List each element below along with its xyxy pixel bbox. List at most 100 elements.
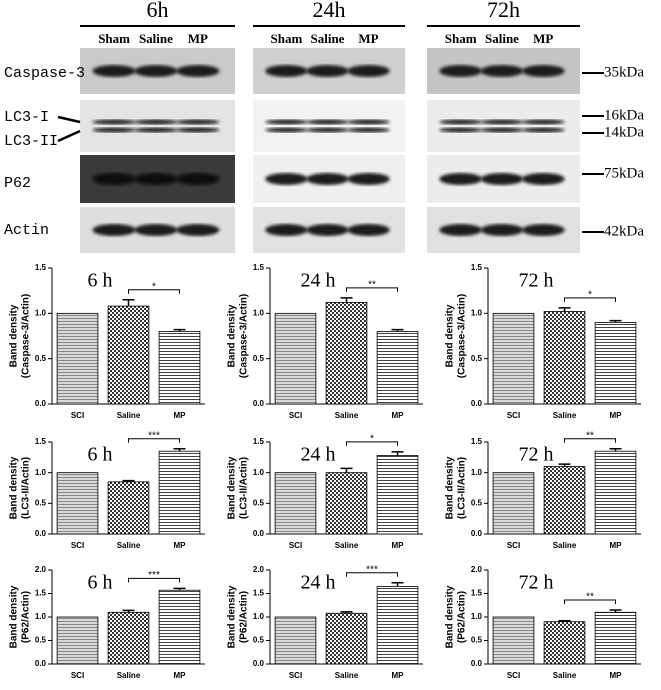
- y-tick-label: 0.0: [471, 399, 483, 408]
- y-axis-label: (Caspase-3/Actin): [239, 294, 250, 378]
- significance-bracket: [128, 438, 180, 443]
- error-bar: [558, 620, 571, 622]
- bar: [543, 466, 586, 535]
- y-axis-label: Band density: [445, 585, 456, 648]
- error-bar: [609, 319, 622, 323]
- chart-title: 6 h: [88, 270, 113, 292]
- blot-band: [306, 119, 349, 125]
- y-tick-label: 1.5: [35, 263, 47, 272]
- y-tick-label: 0.5: [471, 354, 483, 363]
- blot-band: [92, 173, 136, 185]
- x-tick-label: SCI: [507, 671, 520, 680]
- y-tick-label: 2.0: [35, 565, 47, 574]
- y-tick-label: 1.5: [35, 437, 47, 446]
- lane-label: Saline: [310, 31, 344, 46]
- y-axis-label: Band density: [227, 456, 238, 519]
- x-tick-label: Saline: [117, 541, 141, 550]
- significance-label: *: [152, 281, 156, 292]
- blot-band: [92, 224, 136, 236]
- blot-band: [134, 127, 178, 133]
- y-axis-label: Band density: [227, 304, 238, 367]
- chart-title: 72 h: [519, 270, 554, 292]
- y-tick-label: 2.0: [253, 565, 265, 574]
- lane-label: MP: [188, 31, 208, 46]
- error-bar: [340, 297, 353, 303]
- blot-band: [176, 224, 220, 236]
- y-tick-label: 0.0: [35, 399, 47, 408]
- bar: [107, 611, 150, 665]
- error-bar: [609, 609, 622, 613]
- y-tick-label: 0.5: [35, 498, 47, 507]
- y-axis-label: Band density: [9, 456, 20, 519]
- y-tick-label: 0.5: [471, 636, 483, 645]
- y-axis-label: (P62/Actin): [239, 591, 250, 643]
- significance-bracket: [564, 297, 616, 302]
- blot-band: [480, 119, 524, 125]
- row-label: Caspase-3: [4, 65, 85, 82]
- y-axis-label: (LC3-II/Actin): [21, 457, 32, 519]
- time-label: 6h: [147, 0, 169, 22]
- blot-band: [439, 65, 483, 77]
- bar: [376, 455, 419, 535]
- blot-band: [176, 65, 220, 77]
- y-tick-label: 1.0: [471, 612, 483, 621]
- x-tick-label: Saline: [335, 671, 359, 680]
- bar: [325, 472, 368, 535]
- x-tick-label: MP: [610, 411, 623, 420]
- chart-title: 72 h: [519, 572, 554, 594]
- blot-band: [480, 224, 524, 236]
- x-tick-label: MP: [392, 541, 405, 550]
- error-bar: [340, 611, 353, 614]
- chart-title: 6 h: [88, 572, 113, 594]
- error-bar: [609, 447, 622, 452]
- x-tick-label: Saline: [117, 671, 141, 680]
- blot-band: [480, 65, 524, 77]
- blot-band: [521, 119, 565, 125]
- bar: [107, 305, 150, 405]
- blot-band: [347, 119, 390, 125]
- y-axis-label: Band density: [445, 456, 456, 519]
- significance-label: **: [586, 430, 594, 441]
- y-tick-label: 0.5: [253, 636, 265, 645]
- error-bar: [173, 447, 186, 452]
- blot-band: [265, 127, 308, 133]
- significance-label: *: [370, 433, 374, 444]
- y-tick-label: 0.0: [471, 659, 483, 668]
- time-label: 24h: [313, 0, 346, 22]
- chart-title: 24 h: [301, 270, 336, 292]
- marker-label: 16kDa: [604, 107, 644, 123]
- blot-band: [439, 173, 483, 185]
- error-bar: [391, 581, 404, 587]
- bar: [56, 472, 99, 535]
- significance-bracket: [128, 577, 180, 583]
- y-tick-label: 1.5: [35, 589, 47, 598]
- blot-band: [176, 173, 220, 185]
- bar: [56, 616, 99, 665]
- significance-label: ***: [148, 570, 160, 581]
- y-axis-label: (P62/Actin): [457, 591, 468, 643]
- blot-band: [134, 224, 178, 236]
- y-tick-label: 1.0: [253, 612, 265, 621]
- bar: [158, 589, 201, 665]
- bar: [274, 472, 317, 535]
- blot-band: [92, 119, 136, 125]
- blot-panel: [80, 100, 235, 152]
- y-axis-label: (P62/Actin): [21, 591, 32, 643]
- blot-band: [92, 127, 136, 133]
- x-tick-label: MP: [392, 411, 405, 420]
- y-tick-label: 1.0: [35, 468, 47, 477]
- significance-label: *: [588, 290, 592, 301]
- y-tick-label: 1.0: [471, 308, 483, 317]
- x-tick-label: MP: [392, 671, 405, 680]
- blot-band: [134, 119, 178, 125]
- bar: [543, 311, 586, 405]
- blot-band: [176, 127, 220, 133]
- significance-bracket: [346, 287, 398, 292]
- arrow: [57, 129, 81, 143]
- significance-bracket: [564, 438, 616, 443]
- y-axis-label: (Caspase-3/Actin): [457, 294, 468, 378]
- bar: [594, 450, 637, 535]
- lane-label: Saline: [485, 31, 519, 46]
- bar: [594, 611, 637, 665]
- x-tick-label: Saline: [553, 671, 577, 680]
